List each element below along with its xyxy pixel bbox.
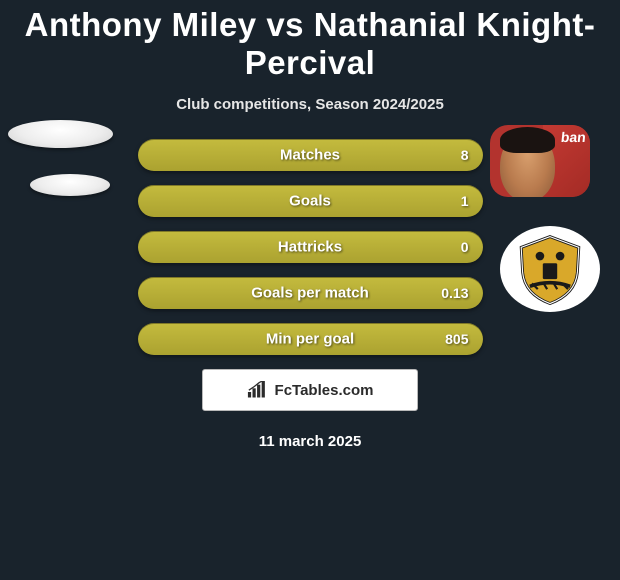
stat-value: 0.13 <box>441 285 468 301</box>
player-left-avatar <box>8 120 113 222</box>
page-title: Anthony Miley vs Nathanial Knight-Perciv… <box>0 0 620 82</box>
stat-label: Min per goal <box>266 331 354 348</box>
shield-icon <box>514 233 586 305</box>
stat-bar: Matches 8 <box>138 139 483 171</box>
stat-bar: Goals 1 <box>138 185 483 217</box>
placeholder-ellipse <box>8 120 113 148</box>
brand-label: FcTables.com <box>275 382 374 399</box>
stat-value: 805 <box>445 331 468 347</box>
stat-bar: Hattricks 0 <box>138 231 483 263</box>
stat-label: Matches <box>280 147 340 164</box>
stat-bar: Min per goal 805 <box>138 323 483 355</box>
placeholder-ellipse <box>30 174 110 196</box>
stat-bar: Goals per match 0.13 <box>138 277 483 309</box>
stat-value: 0 <box>461 239 469 255</box>
subtitle: Club competitions, Season 2024/2025 <box>0 96 620 113</box>
stat-value: 1 <box>461 193 469 209</box>
bar-chart-icon <box>247 381 269 399</box>
stat-label: Hattricks <box>278 239 342 256</box>
date-label: 11 march 2025 <box>0 433 620 450</box>
photo-bg-text: ban <box>560 129 587 145</box>
club-crest <box>500 226 600 312</box>
stat-bars: Matches 8 Goals 1 Hattricks 0 Goals per … <box>138 139 483 355</box>
stat-label: Goals per match <box>251 285 369 302</box>
stat-label: Goals <box>289 193 331 210</box>
stat-value: 8 <box>461 147 469 163</box>
brand-box[interactable]: FcTables.com <box>202 369 418 411</box>
player-right-photo: ban <box>490 125 590 197</box>
